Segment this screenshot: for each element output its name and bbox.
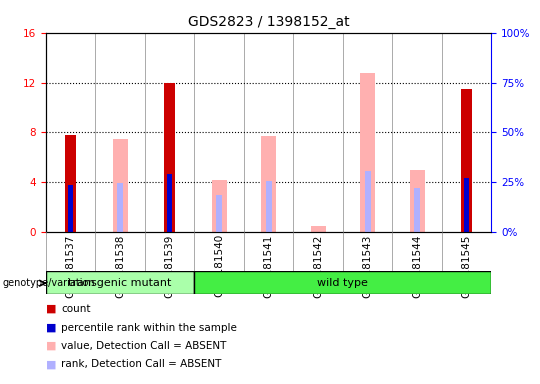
Text: value, Detection Call = ABSENT: value, Detection Call = ABSENT — [61, 341, 226, 351]
Bar — [360, 73, 375, 232]
Text: GSM181544: GSM181544 — [412, 234, 422, 298]
Bar — [216, 195, 222, 232]
Text: wild type: wild type — [318, 278, 368, 288]
Text: ■: ■ — [46, 323, 56, 333]
Text: ■: ■ — [46, 304, 56, 314]
Bar — [117, 184, 123, 232]
Text: GSM181538: GSM181538 — [115, 234, 125, 298]
Text: GSM181539: GSM181539 — [165, 234, 174, 298]
Bar — [461, 89, 472, 232]
Bar — [164, 83, 175, 232]
Bar — [194, 271, 491, 294]
Text: GSM181537: GSM181537 — [66, 234, 76, 298]
Text: GSM181540: GSM181540 — [214, 234, 224, 298]
Bar — [212, 180, 227, 232]
Bar — [167, 174, 172, 232]
Text: transgenic mutant: transgenic mutant — [69, 278, 172, 288]
Text: rank, Detection Call = ABSENT: rank, Detection Call = ABSENT — [61, 359, 221, 369]
Text: genotype/variation: genotype/variation — [3, 278, 96, 288]
Bar — [414, 189, 420, 232]
Bar — [364, 171, 370, 232]
Text: GSM181545: GSM181545 — [462, 234, 471, 298]
Text: ■: ■ — [46, 359, 56, 369]
Text: percentile rank within the sample: percentile rank within the sample — [61, 323, 237, 333]
Bar — [266, 181, 272, 232]
Bar — [65, 135, 76, 232]
Bar — [46, 271, 194, 294]
Bar — [310, 226, 326, 232]
Text: GSM181541: GSM181541 — [264, 234, 274, 298]
Text: ■: ■ — [46, 341, 56, 351]
Bar — [464, 179, 469, 232]
Text: count: count — [61, 304, 91, 314]
Text: GSM181543: GSM181543 — [363, 234, 373, 298]
Text: GSM181542: GSM181542 — [313, 234, 323, 298]
Bar — [68, 185, 73, 232]
Bar — [261, 136, 276, 232]
Bar — [410, 170, 424, 232]
Title: GDS2823 / 1398152_at: GDS2823 / 1398152_at — [188, 15, 349, 29]
Bar — [113, 139, 127, 232]
